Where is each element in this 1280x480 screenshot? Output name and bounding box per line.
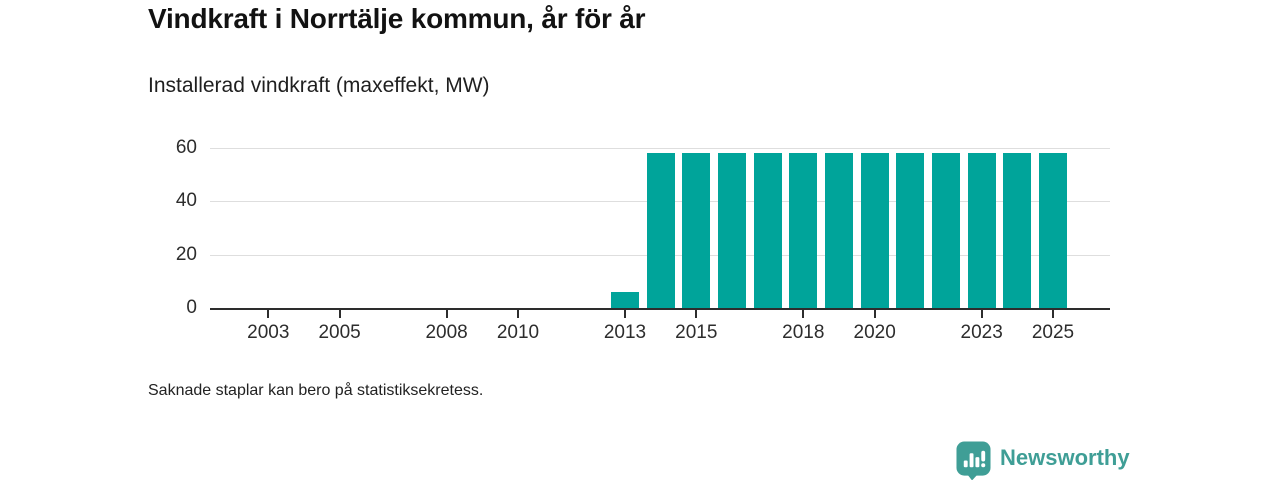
bar-2016 (717, 153, 746, 308)
x-tick-label-2005: 2005 (318, 322, 361, 343)
x-tick-label-2008: 2008 (425, 322, 468, 343)
bar-chart-speech-bubble-icon (956, 441, 991, 480)
y-tick-label-40: 40 (175, 190, 197, 212)
x-tick-label-2003: 2003 (247, 322, 290, 343)
x-tick-label-2023: 2023 (960, 322, 1003, 343)
x-tick-label-2015: 2015 (675, 322, 718, 343)
x-tick-label-2010: 2010 (496, 322, 540, 343)
bar-2022 (932, 153, 960, 308)
x-tick-label-2020: 2020 (853, 322, 896, 343)
y-tick-label-0: 0 (186, 297, 197, 318)
x-tick-mark-2018 (802, 310, 805, 318)
x-tick-mark-2025 (1052, 310, 1054, 318)
x-tick-mark-2023 (980, 310, 983, 318)
x-tick-mark-2013 (623, 310, 626, 318)
bar-2023 (967, 153, 996, 308)
y-tick-label-20: 20 (175, 243, 197, 265)
x-tick-mark-2003 (267, 310, 270, 318)
footnote: Saknade staplar kan bero på statistiksek… (148, 382, 484, 399)
bar-2019 (824, 153, 853, 308)
x-tick-mark-2010 (516, 310, 519, 318)
gridline-y60 (210, 148, 1110, 149)
x-axis: 2003 2005 2008 2010 2013 2015 2018 2020 2023 2025 (210, 310, 1110, 354)
x-tick-mark-2015 (695, 310, 698, 318)
x-tick-mark-2005 (338, 310, 341, 318)
newsworthy-logo[interactable]: Newsworthy (956, 440, 1130, 480)
chart-title: Vindkraft i Norrtälje kommun, år för år (148, 3, 646, 34)
newsworthy-logo-text: Newsworthy (1000, 444, 1130, 470)
x-tick-label-2018: 2018 (782, 322, 825, 343)
x-tick-mark-2008 (445, 310, 448, 318)
bar-2013 (610, 292, 639, 308)
x-tick-label-2013: 2013 (603, 322, 647, 343)
plot-area (210, 148, 1110, 310)
x-tick-label-2025: 2025 (1031, 322, 1075, 343)
bar-2025 (1039, 153, 1067, 308)
bar-2020 (860, 153, 889, 308)
bar-2017 (753, 153, 782, 308)
bar-2018 (789, 153, 818, 308)
bar-2015 (682, 153, 711, 308)
bar-2024 (1003, 153, 1032, 308)
y-tick-label-60: 60 (175, 137, 197, 158)
y-axis: 0 20 40 60 (120, 137, 197, 318)
chart-subtitle: Installerad vindkraft (maxeffekt, MW) (148, 74, 490, 97)
bar-2014 (646, 153, 675, 308)
x-tick-mark-2020 (873, 310, 876, 318)
bar-2021 (896, 153, 925, 308)
